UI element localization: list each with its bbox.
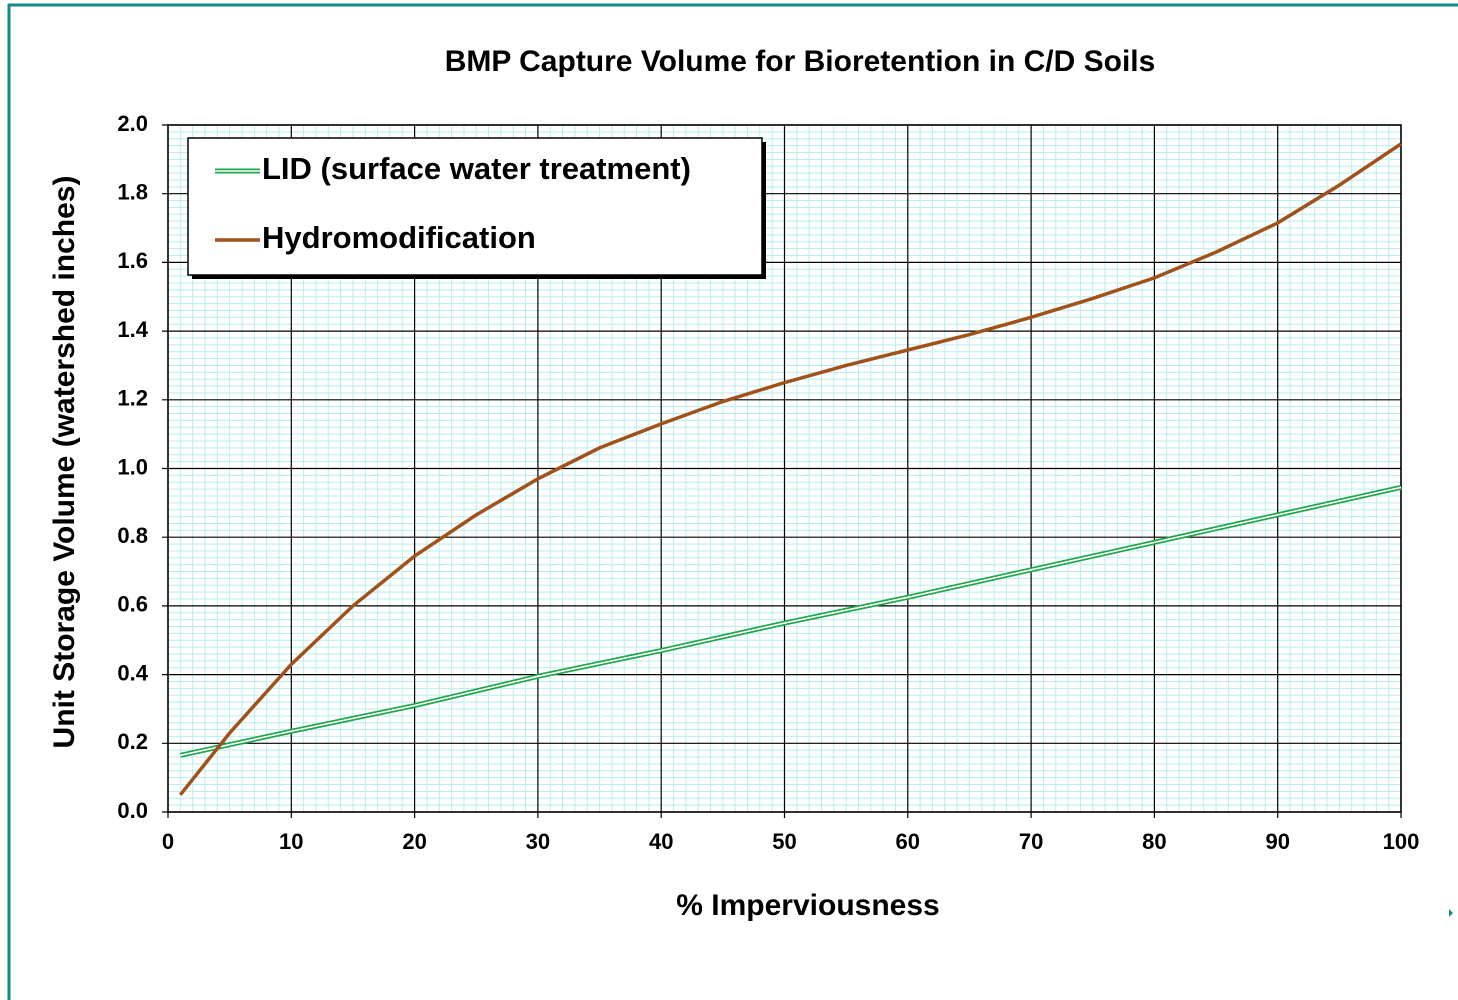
y-tick-label: 2.0 [117,111,148,136]
legend-box [187,137,763,276]
line-series-inner [180,486,1402,757]
y-tick-label: 1.2 [117,386,148,411]
y-tick-label: 1.4 [117,317,148,342]
y-tick-label: 0.2 [117,729,148,754]
nav-arrow [1449,909,1453,917]
x-tick-label: 0 [162,829,174,854]
y-tick-label: 0.0 [117,798,148,823]
x-tick-label: 60 [896,829,920,854]
plot [178,142,1402,796]
legend: LID (surface water treatment) Hydromodifi… [187,137,766,279]
x-tick-label: 80 [1142,829,1166,854]
x-tick-label: 100 [1383,829,1420,854]
y-tick-label: 0.6 [117,592,148,617]
legend-label: LID (surface water treatment) [262,151,691,186]
x-tick-label: 40 [649,829,673,854]
x-tick-label: 90 [1265,829,1289,854]
chart-title: BMP Capture Volume for Bioretention in C… [445,45,1156,78]
x-tick-label: 50 [772,829,796,854]
legend-label: Hydromodification [262,220,536,255]
plot-border [167,124,1402,813]
y-axis-label: Unit Storage Volume (watershed inches) [48,176,81,749]
x-tick-label: 20 [402,829,426,854]
x-axis-label: % Imperviousness [676,889,939,922]
line-series [178,142,1402,796]
x-tick-label: 10 [279,829,303,854]
grid: 0 10 20 30 40 50 60 70 80 90 100 0.0 0.2 0.4 0.6 0.8 1.0… [117,111,1419,854]
y-tick-label: 0.8 [117,523,148,548]
y-tick-label: 0.4 [117,660,148,685]
y-tick-label: 1.8 [117,180,148,205]
y-tick-label: 1.6 [117,248,148,273]
y-tick-label: 1.0 [117,454,148,479]
x-tick-label: 70 [1019,829,1043,854]
x-tick-label: 30 [526,829,550,854]
